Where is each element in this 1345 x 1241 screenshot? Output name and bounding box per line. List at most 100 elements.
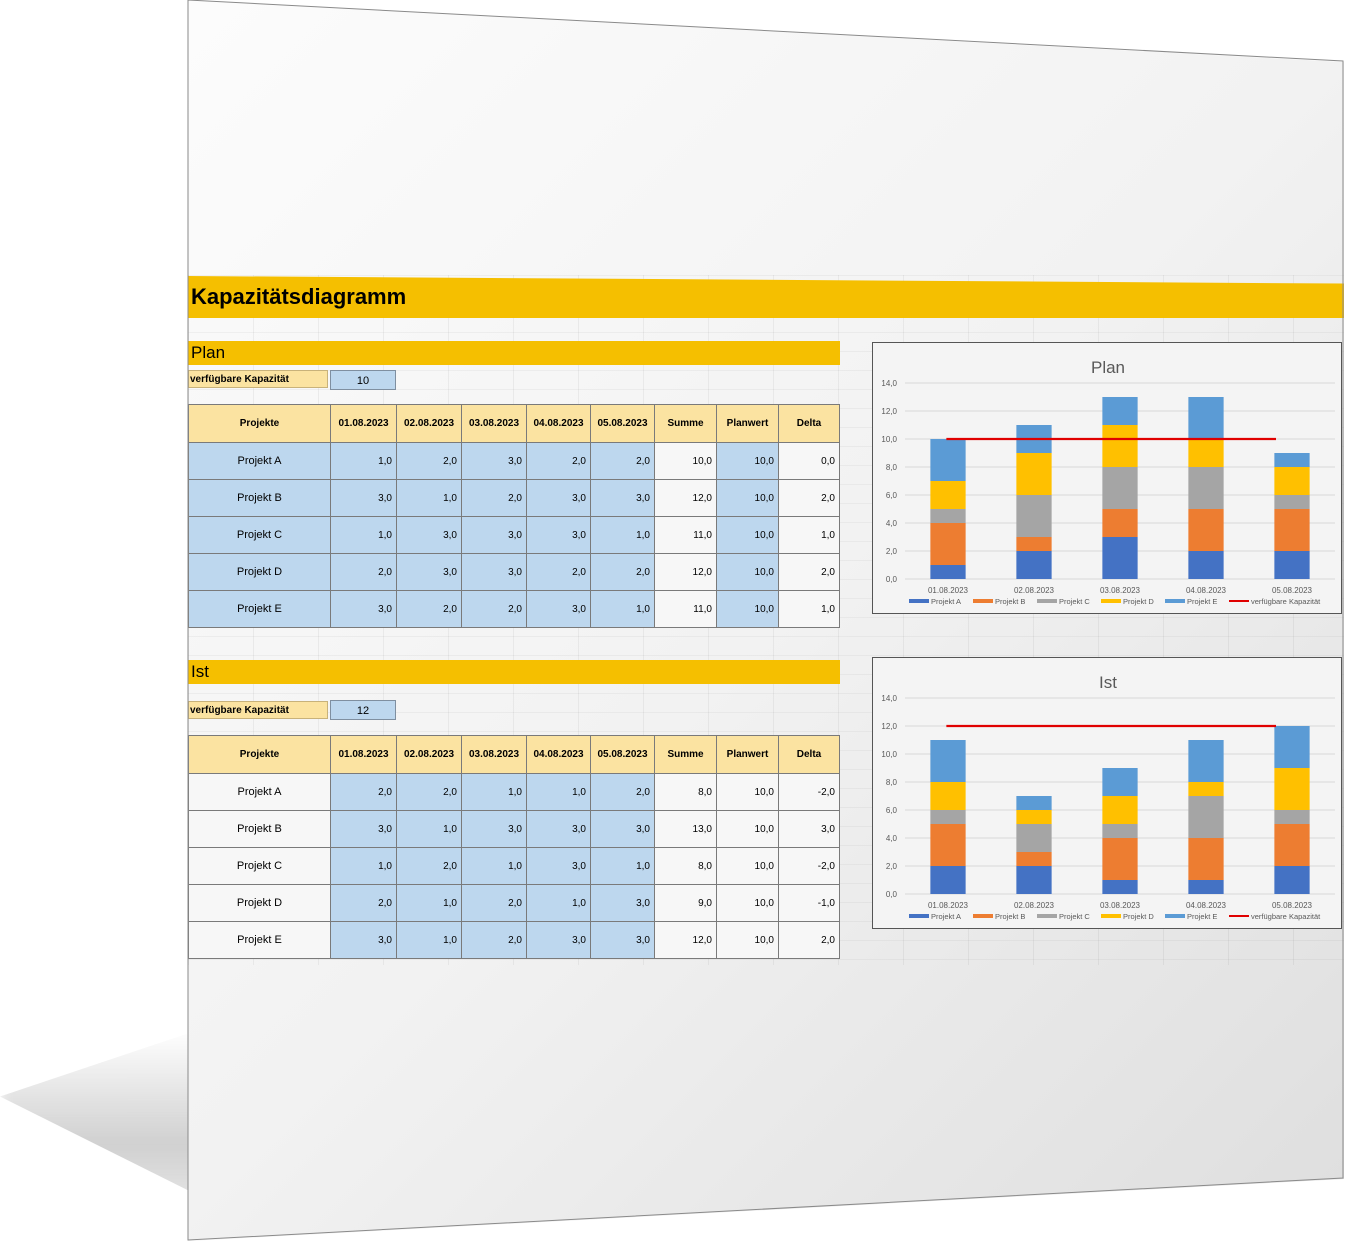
planwert-cell[interactable]: 10,0 [716,810,779,848]
hours-cell[interactable]: 3,0 [590,810,655,848]
hours-cell[interactable]: 3,0 [461,442,527,480]
hours-cell[interactable]: 3,0 [330,590,397,628]
hours-cell[interactable]: 2,0 [590,442,655,480]
delta-cell[interactable]: 1,0 [778,590,840,628]
hours-cell[interactable]: 2,0 [330,884,397,922]
ist-table: Projekte 01.08.2023 02.08.2023 03.08.202… [188,735,840,959]
summe-cell[interactable]: 9,0 [654,884,717,922]
delta-cell[interactable]: -2,0 [778,847,840,885]
hours-cell[interactable]: 1,0 [526,773,591,811]
legend-label: Projekt E [1187,912,1217,921]
summe-cell[interactable]: 8,0 [654,773,717,811]
hours-cell[interactable]: 1,0 [330,442,397,480]
hours-cell[interactable]: 2,0 [590,773,655,811]
hours-cell[interactable]: 1,0 [396,479,462,517]
hours-cell[interactable]: 3,0 [330,479,397,517]
hours-cell[interactable]: 1,0 [461,773,527,811]
project-name-cell[interactable]: Projekt C [188,847,331,885]
summe-cell[interactable]: 8,0 [654,847,717,885]
hours-cell[interactable]: 3,0 [396,553,462,591]
hours-cell[interactable]: 2,0 [330,553,397,591]
summe-cell[interactable]: 12,0 [654,553,717,591]
project-name-cell[interactable]: Projekt A [188,773,331,811]
hours-cell[interactable]: 2,0 [526,442,591,480]
delta-cell[interactable]: 2,0 [778,921,840,959]
hours-cell[interactable]: 1,0 [590,516,655,554]
planwert-cell[interactable]: 10,0 [716,773,779,811]
bar-segment [930,439,966,481]
hours-cell[interactable]: 1,0 [330,847,397,885]
hours-cell[interactable]: 3,0 [526,590,591,628]
planwert-cell[interactable]: 10,0 [716,847,779,885]
summe-cell[interactable]: 12,0 [654,479,717,517]
hours-cell[interactable]: 3,0 [461,553,527,591]
hours-cell[interactable]: 1,0 [396,921,462,959]
delta-cell[interactable]: 0,0 [778,442,840,480]
hours-cell[interactable]: 3,0 [590,921,655,959]
hours-cell[interactable]: 2,0 [590,553,655,591]
hours-cell[interactable]: 1,0 [461,847,527,885]
hours-cell[interactable]: 3,0 [330,921,397,959]
hours-cell[interactable]: 2,0 [396,773,462,811]
col-header-date-1: 01.08.2023 [330,735,397,774]
delta-cell[interactable]: -2,0 [778,773,840,811]
project-name-cell[interactable]: Projekt A [188,442,331,480]
delta-cell[interactable]: -1,0 [778,884,840,922]
hours-cell[interactable]: 2,0 [461,921,527,959]
hours-cell[interactable]: 3,0 [526,479,591,517]
project-name-cell[interactable]: Projekt B [188,479,331,517]
project-name-cell[interactable]: Projekt D [188,884,331,922]
legend-swatch [1101,599,1121,603]
summe-cell[interactable]: 12,0 [654,921,717,959]
planwert-cell[interactable]: 10,0 [716,442,779,480]
hours-cell[interactable]: 1,0 [396,884,462,922]
hours-cell[interactable]: 3,0 [526,921,591,959]
project-name-cell[interactable]: Projekt D [188,553,331,591]
summe-cell[interactable]: 11,0 [654,516,717,554]
planwert-cell[interactable]: 10,0 [716,553,779,591]
hours-cell[interactable]: 3,0 [330,810,397,848]
hours-cell[interactable]: 2,0 [461,884,527,922]
hours-cell[interactable]: 2,0 [330,773,397,811]
delta-cell[interactable]: 2,0 [778,479,840,517]
project-name-cell[interactable]: Projekt E [188,590,331,628]
hours-cell[interactable]: 2,0 [396,590,462,628]
hours-cell[interactable]: 3,0 [396,516,462,554]
plan-capacity-input[interactable]: 10 [330,370,396,390]
bar-segment [1274,810,1310,824]
hours-cell[interactable]: 1,0 [526,884,591,922]
hours-cell[interactable]: 1,0 [330,516,397,554]
hours-cell[interactable]: 3,0 [461,810,527,848]
planwert-cell[interactable]: 10,0 [716,590,779,628]
hours-cell[interactable]: 3,0 [590,479,655,517]
planwert-cell[interactable]: 10,0 [716,479,779,517]
hours-cell[interactable]: 2,0 [396,442,462,480]
hours-cell[interactable]: 2,0 [526,553,591,591]
summe-cell[interactable]: 11,0 [654,590,717,628]
project-name-cell[interactable]: Projekt B [188,810,331,848]
hours-cell[interactable]: 2,0 [396,847,462,885]
planwert-cell[interactable]: 10,0 [716,921,779,959]
planwert-cell[interactable]: 10,0 [716,884,779,922]
planwert-cell[interactable]: 10,0 [716,516,779,554]
project-name-cell[interactable]: Projekt E [188,921,331,959]
hours-cell[interactable]: 2,0 [461,479,527,517]
summe-cell[interactable]: 10,0 [654,442,717,480]
ist-capacity-input[interactable]: 12 [330,700,396,720]
delta-cell[interactable]: 3,0 [778,810,840,848]
hours-cell[interactable]: 3,0 [526,516,591,554]
hours-cell[interactable]: 3,0 [461,516,527,554]
hours-cell[interactable]: 3,0 [590,884,655,922]
project-name-cell[interactable]: Projekt C [188,516,331,554]
summe-cell[interactable]: 13,0 [654,810,717,848]
hours-cell[interactable]: 1,0 [396,810,462,848]
hours-cell[interactable]: 1,0 [590,590,655,628]
hours-cell[interactable]: 1,0 [590,847,655,885]
delta-cell[interactable]: 1,0 [778,516,840,554]
hours-cell[interactable]: 3,0 [526,847,591,885]
hours-cell[interactable]: 2,0 [461,590,527,628]
delta-cell[interactable]: 2,0 [778,553,840,591]
page-title: Kapazitätsdiagramm [191,284,407,309]
hours-cell[interactable]: 3,0 [526,810,591,848]
x-tick-label: 03.08.2023 [1100,901,1141,910]
